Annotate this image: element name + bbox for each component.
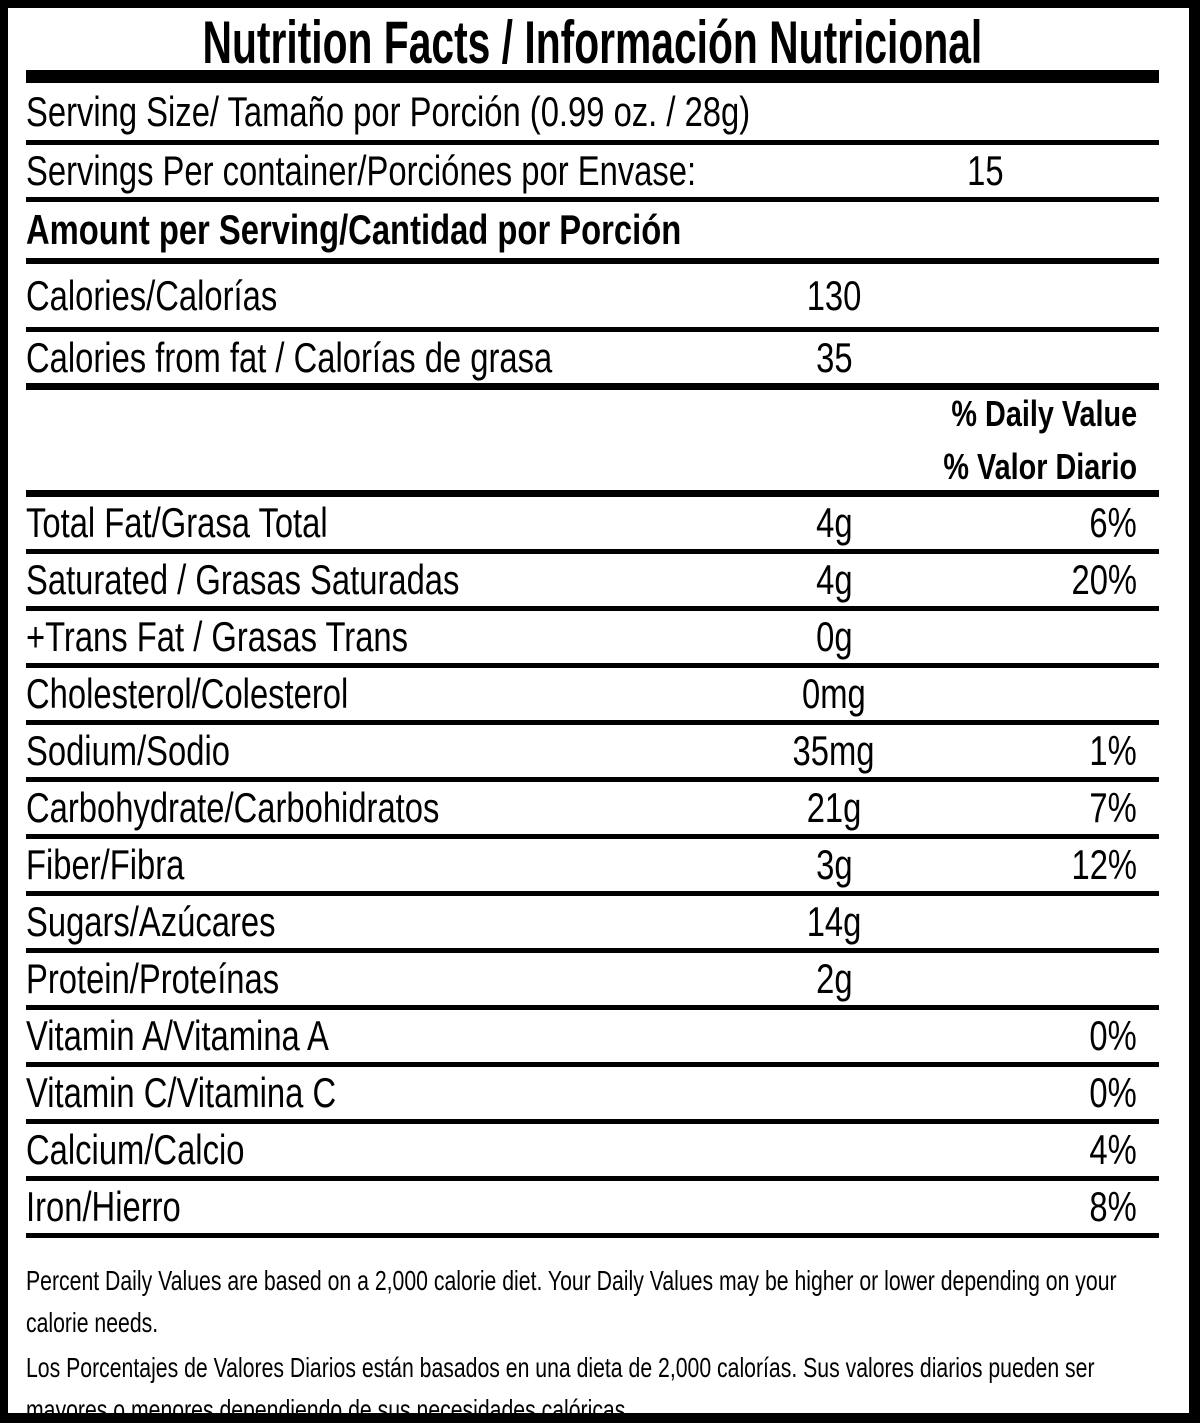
nutrient-row-fiber: Fiber/Fibra 3g 12% (26, 839, 1159, 896)
nutrient-label: Iron/Hierro (26, 1183, 181, 1230)
nutrient-row-vitamin-c: Vitamin C/Vitamina C 0% (26, 1067, 1159, 1124)
nutrient-label: Vitamin C/Vitamina C (26, 1069, 337, 1116)
amount-per-serving-row: Amount per Serving/Cantidad por Porción (26, 202, 1159, 264)
servings-per-container-cell: Servings Per container/Porciónes por Env… (26, 150, 885, 192)
amount-per-serving-heading: Amount per Serving/Cantidad por Porción (26, 206, 682, 253)
nutrient-amount: 21g (806, 784, 862, 831)
nutrient-row-cholesterol: Cholesterol/Colesterol 0mg (26, 668, 1159, 725)
nutrient-label: Calcium/Calcio (26, 1126, 245, 1173)
label-title: Nutrition Facts / Información Nutriciona… (202, 8, 983, 76)
nutrient-dv: 0% (1089, 1069, 1137, 1116)
nutrient-dv: 0% (1089, 1012, 1137, 1059)
nutrient-amount: 3g (815, 841, 853, 888)
amount-per-serving-cell: Amount per Serving/Cantidad por Porción (26, 209, 1159, 251)
calories-from-fat-label-cell: Calories from fat / Calorías de grasa (26, 333, 734, 381)
nutrient-row-sodium: Sodium/Sodio 35mg 1% (26, 725, 1159, 782)
nutrient-row-iron: Iron/Hierro 8% (26, 1181, 1159, 1238)
nutrient-dv: 20% (1071, 556, 1137, 603)
nutrient-dv: 1% (1089, 727, 1137, 774)
nutrient-amount: 0mg (802, 670, 866, 717)
serving-size-row: Serving Size/ Tamaño por Porción (0.99 o… (26, 83, 1159, 145)
nutrient-dv: 8% (1089, 1183, 1137, 1230)
nutrient-amount: 35mg (793, 727, 875, 774)
calories-value: 130 (806, 271, 862, 319)
servings-per-container-value-cell: 15 (885, 150, 1085, 192)
calories-label: Calories/Calorías (26, 271, 278, 319)
nutrient-label: +Trans Fat / Grasas Trans (26, 613, 409, 660)
calories-from-fat-label: Calories from fat / Calorías de grasa (26, 333, 553, 381)
nutrient-label: Fiber/Fibra (26, 841, 185, 888)
nutrient-row-protein: Protein/Proteínas 2g (26, 953, 1159, 1010)
nutrient-label: Saturated / Grasas Saturadas (26, 556, 460, 603)
servings-per-container-label: Servings Per container/Porciónes por Env… (26, 147, 697, 194)
nutrient-amount: 2g (815, 955, 853, 1002)
nutrient-row-sugars: Sugars/Azúcares 14g (26, 896, 1159, 953)
footnote-en: Percent Daily Values are based on a 2,00… (26, 1265, 1117, 1338)
serving-size-text: Serving Size/ Tamaño por Porción (0.99 o… (26, 87, 751, 135)
calories-from-fat-row: Calories from fat / Calorías de grasa 35 (26, 332, 1159, 390)
nutrient-label: Protein/Proteínas (26, 955, 280, 1002)
nutrient-row-vitamin-a: Vitamin A/Vitamina A 0% (26, 1010, 1159, 1067)
calories-label-cell: Calories/Calorías (26, 271, 734, 319)
daily-value-header-en: % Daily Value (951, 393, 1137, 434)
nutrient-dv: 7% (1089, 784, 1137, 831)
nutrient-row-carbohydrate: Carbohydrate/Carbohidratos 21g 7% (26, 782, 1159, 839)
nutrient-row-trans-fat: +Trans Fat / Grasas Trans 0g (26, 611, 1159, 668)
calories-value-cell: 130 (734, 271, 934, 319)
nutrient-dv: 12% (1071, 841, 1137, 888)
daily-value-header: % Daily Value % Valor Diario (26, 390, 1159, 497)
daily-value-header-en-line: % Daily Value (905, 387, 1137, 440)
nutrient-amount: 14g (806, 898, 862, 945)
servings-per-container-value: 15 (966, 147, 1004, 194)
nutrient-label: Sodium/Sodio (26, 727, 230, 774)
nutrient-amount: 4g (815, 556, 853, 603)
calories-from-fat-value: 35 (815, 333, 853, 381)
footnote-es: Los Porcentajes de Valores Diarios están… (26, 1352, 1095, 1423)
footnotes: Percent Daily Values are based on a 2,00… (26, 1238, 1159, 1423)
calories-from-fat-value-cell: 35 (734, 333, 934, 381)
nutrient-amount: 4g (815, 499, 853, 546)
nutrient-amount: 0g (815, 613, 853, 660)
nutrient-label: Vitamin A/Vitamina A (26, 1012, 329, 1059)
servings-per-container-row: Servings Per container/Porciónes por Env… (26, 145, 1159, 202)
nutrient-row-calcium: Calcium/Calcio 4% (26, 1124, 1159, 1181)
title-divider-bar (26, 70, 1159, 83)
serving-size-cell: Serving Size/ Tamaño por Porción (0.99 o… (26, 87, 1159, 135)
daily-value-header-es: % Valor Diario (943, 446, 1137, 487)
nutrient-label: Carbohydrate/Carbohidratos (26, 784, 440, 831)
nutrient-label: Sugars/Azúcares (26, 898, 276, 945)
nutrient-label: Total Fat/Grasa Total (26, 499, 328, 546)
nutrient-row-total-fat: Total Fat/Grasa Total 4g 6% (26, 497, 1159, 554)
nutrient-dv: 6% (1089, 499, 1137, 546)
nutrient-label: Cholesterol/Colesterol (26, 670, 349, 717)
label-header: Nutrition Facts / Información Nutriciona… (26, 8, 1159, 76)
nutrient-row-saturated-fat: Saturated / Grasas Saturadas 4g 20% (26, 554, 1159, 611)
daily-value-header-es-line: % Valor Diario (895, 440, 1137, 493)
nutrient-dv: 4% (1089, 1126, 1137, 1173)
calories-row: Calories/Calorías 130 (26, 264, 1159, 332)
